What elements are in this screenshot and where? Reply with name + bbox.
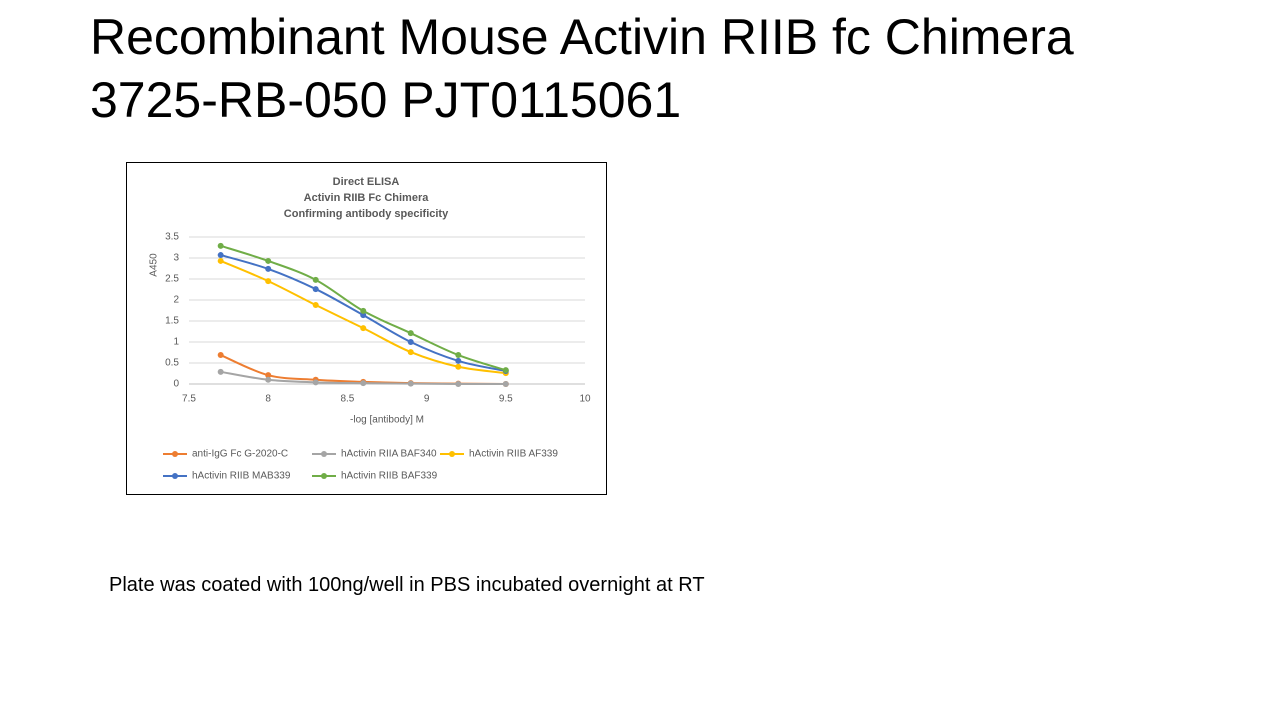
legend-swatch xyxy=(321,451,327,457)
y-tick-label: 3 xyxy=(173,253,179,264)
x-tick-label: 8 xyxy=(265,394,271,405)
legend-label: hActivin RIIB AF339 xyxy=(469,449,558,460)
data-point xyxy=(455,357,462,364)
y-tick-label: 2.5 xyxy=(165,274,179,285)
data-point xyxy=(217,368,224,375)
legend-label: hActivin RIIB BAF339 xyxy=(341,471,438,482)
data-point xyxy=(217,242,224,249)
legend-swatch xyxy=(172,451,178,457)
data-point xyxy=(360,325,367,332)
legend-label: hActivin RIIB MAB339 xyxy=(192,471,291,482)
data-point xyxy=(455,381,462,387)
y-tick-label: 0 xyxy=(173,379,179,390)
x-tick-label: 10 xyxy=(579,394,591,405)
data-point xyxy=(407,339,414,345)
legend-swatch xyxy=(449,451,455,457)
x-tick-label: 7.5 xyxy=(182,394,196,405)
y-tick-label: 2 xyxy=(173,295,179,306)
data-point xyxy=(217,257,224,264)
x-tick-label: 8.5 xyxy=(340,394,354,405)
data-point xyxy=(407,349,414,356)
data-point xyxy=(360,380,367,387)
slide-title: Recombinant Mouse Activin RIIB fc Chimer… xyxy=(90,9,1074,65)
legend-swatch xyxy=(321,473,327,479)
legend-label: anti-IgG Fc G-2020-C xyxy=(192,449,288,460)
y-axis-label: A450 xyxy=(149,253,160,277)
chart-title: Activin RIIB Fc Chimera xyxy=(304,192,430,204)
y-tick-label: 3.5 xyxy=(165,232,179,243)
data-point xyxy=(407,380,414,387)
data-point xyxy=(312,302,319,309)
x-axis-label: -log [antibody] M xyxy=(350,415,424,426)
chart-title: Direct ELISA xyxy=(333,176,400,188)
data-point xyxy=(455,352,462,359)
data-point xyxy=(360,307,367,314)
data-point xyxy=(455,363,462,370)
y-tick-label: 1 xyxy=(173,337,179,348)
slide-title: 3725-RB-050 PJT0115061 xyxy=(90,72,681,128)
note: Plate was coated with 100ng/well in PBS … xyxy=(109,574,705,596)
data-point xyxy=(217,252,224,259)
data-point xyxy=(312,286,319,293)
data-point xyxy=(502,381,509,387)
legend-swatch xyxy=(172,473,178,479)
y-tick-label: 1.5 xyxy=(165,316,179,327)
data-point xyxy=(502,367,509,374)
data-point xyxy=(265,372,272,379)
data-point xyxy=(360,312,367,319)
data-point xyxy=(312,379,319,386)
legend-label: hActivin RIIA BAF340 xyxy=(341,449,437,460)
data-point xyxy=(407,330,414,337)
data-point xyxy=(265,376,272,383)
y-tick-label: 0.5 xyxy=(165,358,179,369)
data-point xyxy=(265,278,272,285)
x-tick-label: 9.5 xyxy=(499,394,513,405)
data-point xyxy=(312,276,319,283)
chart-frame xyxy=(126,162,607,495)
chart-title: Confirming antibody specificity xyxy=(284,208,449,220)
x-tick-label: 9 xyxy=(424,394,430,405)
data-point xyxy=(217,352,224,359)
data-point xyxy=(265,265,272,272)
data-point xyxy=(265,257,272,264)
